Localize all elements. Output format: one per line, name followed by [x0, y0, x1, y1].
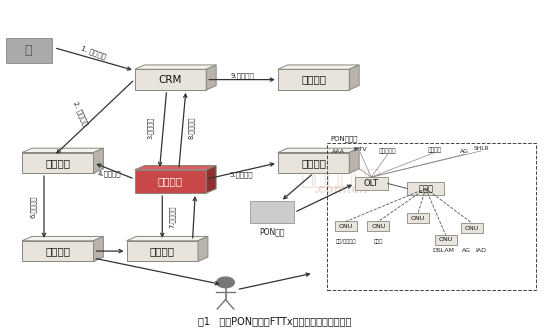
Bar: [355, 177, 388, 190]
Text: 1. 业务受理: 1. 业务受理: [80, 45, 107, 60]
Text: 6.外线施工: 6.外线施工: [30, 195, 36, 218]
Bar: [461, 223, 483, 233]
Polygon shape: [206, 166, 216, 193]
Text: 4.资源配置: 4.资源配置: [98, 170, 122, 177]
Polygon shape: [206, 65, 216, 90]
Bar: [434, 235, 456, 245]
Bar: [22, 241, 94, 261]
Text: 7.施工派单: 7.施工派单: [169, 205, 175, 228]
Text: ONU: ONU: [411, 215, 425, 221]
Text: ONU: ONU: [371, 224, 386, 229]
Bar: [407, 213, 429, 223]
Text: ONU: ONU: [465, 225, 479, 231]
Text: IPTV: IPTV: [354, 147, 367, 153]
Polygon shape: [94, 236, 103, 261]
Text: 5.自动激活: 5.自动激活: [229, 172, 252, 178]
Bar: [367, 221, 389, 231]
Text: OLT: OLT: [364, 179, 379, 188]
Text: AAA: AAA: [332, 149, 345, 154]
Text: 服务开通: 服务开通: [158, 176, 183, 186]
Text: IAD: IAD: [475, 248, 486, 253]
Text: ONU: ONU: [438, 237, 453, 242]
Polygon shape: [198, 236, 208, 261]
Text: 3.开服订单: 3.开服订单: [147, 117, 154, 139]
Text: 分路器: 分路器: [418, 184, 433, 193]
Text: AG: AG: [460, 149, 469, 154]
Bar: [407, 182, 444, 195]
Bar: [22, 153, 94, 173]
Polygon shape: [126, 236, 208, 241]
Bar: [335, 221, 357, 231]
Text: CRM: CRM: [159, 75, 182, 85]
Text: 资源管理: 资源管理: [45, 158, 70, 168]
Bar: [278, 153, 349, 173]
Text: 电子产品世界: 电子产品世界: [301, 168, 381, 188]
Text: PON网管: PON网管: [260, 227, 285, 236]
Text: 9.计费通知: 9.计费通知: [230, 72, 254, 79]
Polygon shape: [22, 148, 103, 153]
Text: DSLAM: DSLAM: [432, 248, 454, 253]
Bar: [278, 69, 349, 90]
Bar: [6, 38, 52, 63]
Text: SHLR: SHLR: [474, 146, 489, 151]
Text: 全球眼: 全球眼: [373, 238, 383, 244]
Text: 综合测试: 综合测试: [150, 246, 175, 256]
Text: 自动激活: 自动激活: [301, 158, 326, 168]
Polygon shape: [349, 148, 359, 173]
Bar: [250, 201, 294, 223]
Text: AG: AG: [462, 248, 471, 253]
Polygon shape: [135, 65, 216, 69]
Text: 图1   基于PON技术的FTTx宽带接入业务开通流程: 图1 基于PON技术的FTTx宽带接入业务开通流程: [199, 316, 351, 326]
Text: ONU: ONU: [339, 224, 353, 229]
Bar: [135, 170, 206, 193]
Text: .com.cn: .com.cn: [314, 183, 369, 196]
Bar: [126, 241, 198, 261]
Text: 8.施工回单: 8.施工回单: [188, 117, 194, 140]
Text: 施工调度: 施工调度: [45, 246, 70, 256]
Text: 2. 资源确认: 2. 资源确认: [73, 100, 89, 126]
Text: 人: 人: [25, 44, 32, 57]
Polygon shape: [94, 148, 103, 173]
Bar: [135, 69, 206, 90]
Polygon shape: [278, 65, 359, 69]
Circle shape: [217, 277, 234, 288]
Text: 计费系统: 计费系统: [301, 75, 326, 85]
Polygon shape: [349, 65, 359, 90]
Text: 家庭/企业网关: 家庭/企业网关: [336, 238, 356, 244]
Text: 城域传送网: 城域传送网: [379, 149, 397, 154]
Text: PON接入网: PON接入网: [330, 135, 358, 142]
Polygon shape: [278, 148, 359, 153]
Bar: [327, 143, 536, 290]
Polygon shape: [135, 166, 216, 170]
Polygon shape: [22, 236, 103, 241]
Text: 软交换网: 软交换网: [427, 147, 442, 153]
